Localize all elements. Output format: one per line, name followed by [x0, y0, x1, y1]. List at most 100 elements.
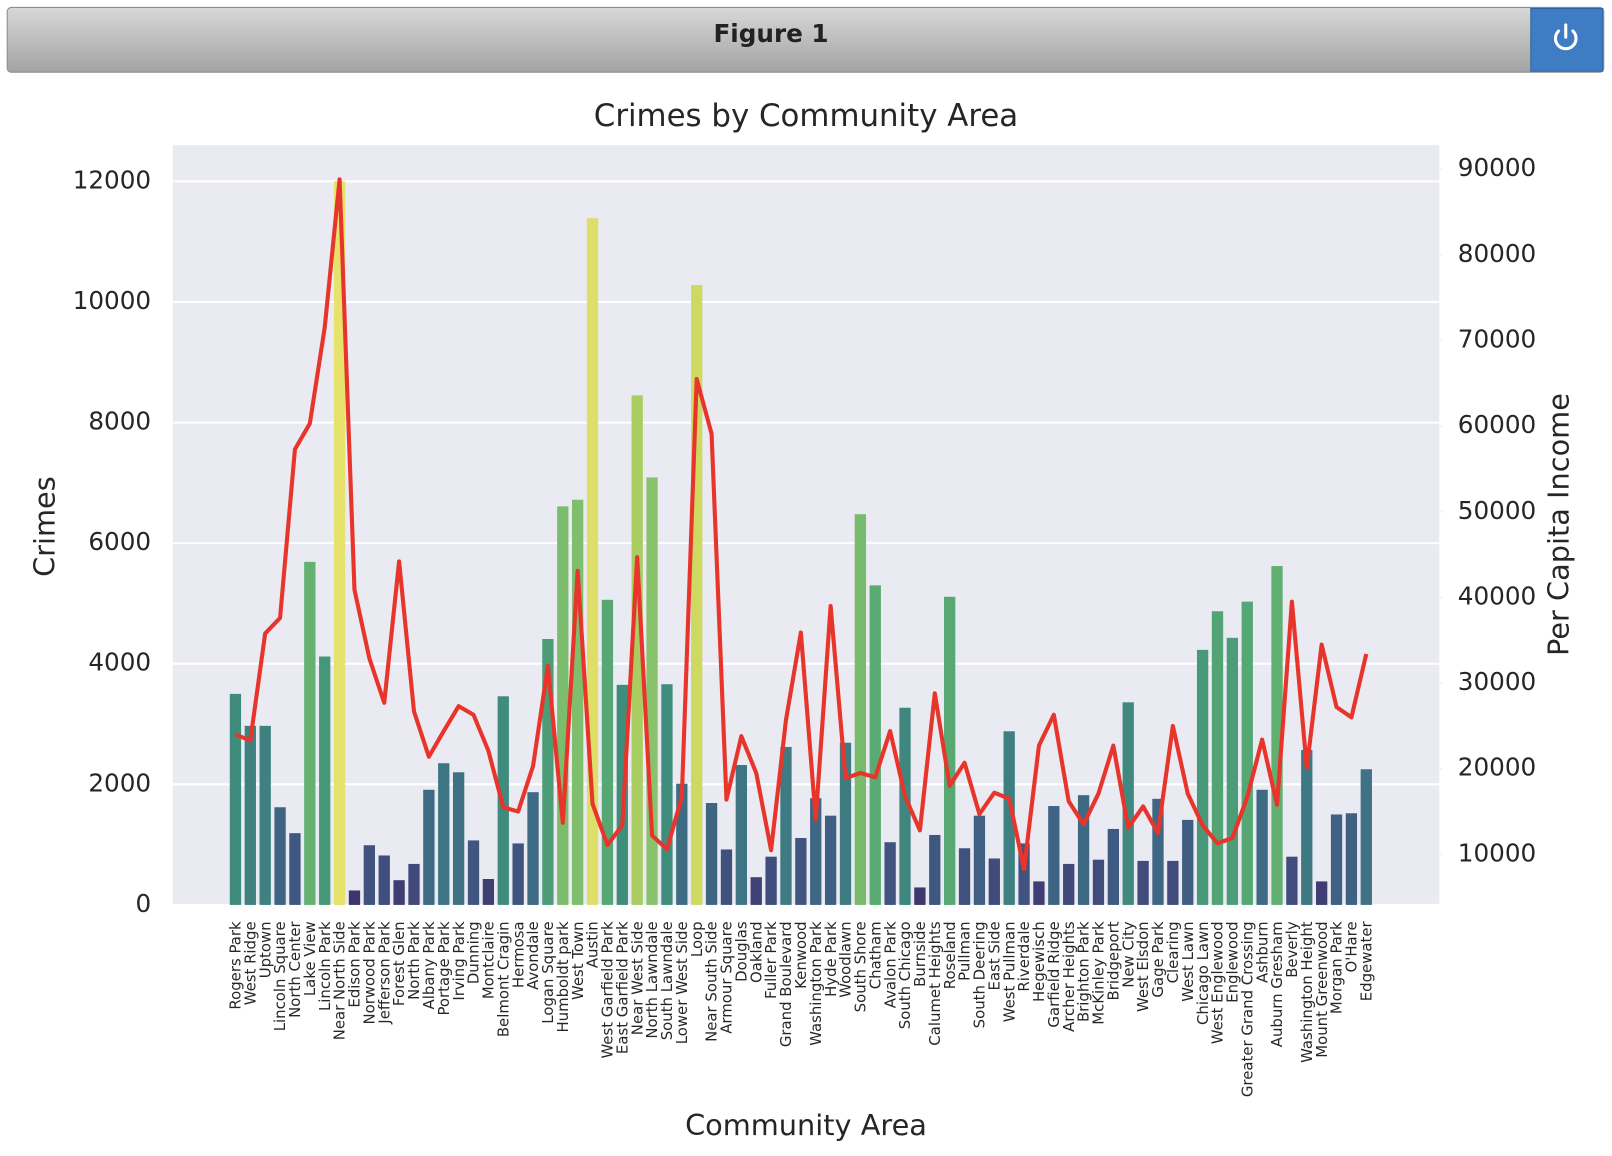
x-tick-label: Portage Park — [435, 921, 453, 1016]
x-tick-label: Roseland — [941, 921, 959, 989]
bar — [1137, 860, 1149, 905]
x-tick-label: Avondale — [524, 921, 542, 990]
x-tick-label: Albany Park — [420, 921, 438, 1009]
y2-tick-label: 90000 — [1458, 153, 1536, 182]
x-tick-label: Logan Square — [539, 921, 557, 1023]
bar — [452, 772, 465, 905]
bar — [557, 506, 569, 905]
x-tick-label: O'Hare — [1343, 921, 1361, 972]
bar — [810, 798, 822, 905]
x-tick-label: Norwood Park — [360, 921, 378, 1025]
x-tick-label: Lincoln Park — [316, 921, 334, 1011]
bar — [1256, 789, 1268, 905]
x-tick-label: McKinley Park — [1090, 921, 1108, 1025]
x-tick-label: Avalon Park — [881, 921, 899, 1008]
x-tick-label: West Pullman — [1000, 921, 1018, 1022]
bar — [378, 855, 390, 905]
bar — [1286, 856, 1298, 905]
bar — [1048, 806, 1060, 905]
x-tick-label: Greater Grand Crossing — [1238, 921, 1256, 1097]
x-tick-label: Belmont Cragin — [494, 921, 512, 1037]
x-tick-label: Kenwood — [792, 921, 810, 988]
bar — [482, 878, 495, 905]
bar — [423, 789, 435, 905]
x-tick-label: South Lawndale — [658, 921, 676, 1040]
bar — [542, 639, 554, 905]
y-tick-label: 12000 — [73, 165, 151, 194]
bar — [899, 707, 911, 905]
x-tick-label: Armour Square — [718, 921, 736, 1033]
x-tick-label: South Deering — [971, 921, 989, 1028]
x-tick-label: South Shore — [852, 921, 870, 1012]
income-line — [234, 177, 1369, 872]
x-tick-label: Beverly — [1283, 921, 1301, 978]
x-tick-label: Calumet Heights — [926, 921, 944, 1046]
x-tick-label: West Town — [569, 921, 587, 1000]
bar — [869, 585, 881, 905]
bar — [631, 395, 643, 905]
x-tick-label: West Elsdon — [1134, 921, 1152, 1012]
x-tick-label: Rogers Park — [227, 921, 245, 1010]
x-tick-label: Loop — [688, 921, 706, 957]
x-tick-label: Auburn Gresham — [1268, 921, 1286, 1047]
bar — [586, 218, 599, 905]
bar — [1241, 601, 1253, 905]
bar — [1345, 813, 1358, 905]
x-tick-label: Austin — [584, 921, 602, 968]
title-bar — [6, 6, 1605, 73]
x-tick-label: Chicago Lawn — [1194, 921, 1212, 1025]
bar — [1211, 611, 1224, 905]
x-axis-label: Community Area — [685, 1108, 927, 1142]
bar — [1330, 814, 1343, 905]
x-tick-label: Uptown — [256, 921, 274, 978]
bar — [1360, 769, 1372, 905]
y2-tick-label: 20000 — [1458, 753, 1536, 782]
x-tick-label: Fuller Park — [762, 921, 780, 999]
bar — [944, 596, 956, 905]
y2-tick-label: 80000 — [1458, 239, 1536, 268]
bar — [691, 285, 703, 905]
x-tick-label: North Center — [286, 920, 304, 1017]
x-tick-label: Gage Park — [1149, 921, 1167, 998]
bar — [289, 833, 301, 905]
y-tick-label: 0 — [135, 889, 151, 918]
x-tick-label: Hermosa — [509, 921, 527, 988]
close-button[interactable] — [1530, 7, 1604, 72]
y2-axis-label: Per Capita Income — [1542, 393, 1576, 656]
x-tick-label: Pullman — [956, 921, 974, 981]
x-tick-label: Lake View — [301, 921, 319, 996]
x-tick-label: Humboldt park — [554, 921, 572, 1033]
bar — [1152, 798, 1164, 905]
bar — [661, 684, 673, 905]
bar — [1271, 566, 1283, 905]
bar — [705, 803, 718, 905]
bar — [795, 837, 807, 905]
bar — [467, 840, 480, 905]
y2-tick-label: 10000 — [1458, 838, 1536, 867]
bar — [914, 887, 926, 905]
y-tick-label: 4000 — [88, 648, 151, 677]
x-tick-label: Lower West Side — [673, 921, 691, 1044]
bar — [1122, 702, 1134, 905]
bar — [408, 863, 420, 905]
bar — [333, 181, 346, 905]
bar — [988, 858, 1000, 905]
bar — [1301, 749, 1313, 905]
x-tick-label: Brighton Park — [1075, 921, 1093, 1022]
bar — [929, 834, 941, 905]
x-tick-label: West Lawn — [1179, 921, 1197, 1001]
bar — [854, 514, 867, 905]
y-tick-label: 2000 — [88, 768, 151, 797]
bar — [765, 856, 777, 905]
bar — [1315, 881, 1328, 905]
x-tick-label: West Ridge — [241, 921, 259, 1005]
x-tick-label: East Garfield Park — [613, 921, 631, 1054]
x-tick-label: Hyde Park — [822, 921, 840, 997]
bar — [244, 725, 256, 905]
bar — [1182, 819, 1194, 905]
bar — [572, 499, 584, 905]
x-tick-label: Mount Greenwood — [1313, 921, 1331, 1057]
bar — [512, 843, 524, 905]
x-tick-label: East Side — [985, 921, 1003, 990]
bar — [958, 848, 971, 905]
